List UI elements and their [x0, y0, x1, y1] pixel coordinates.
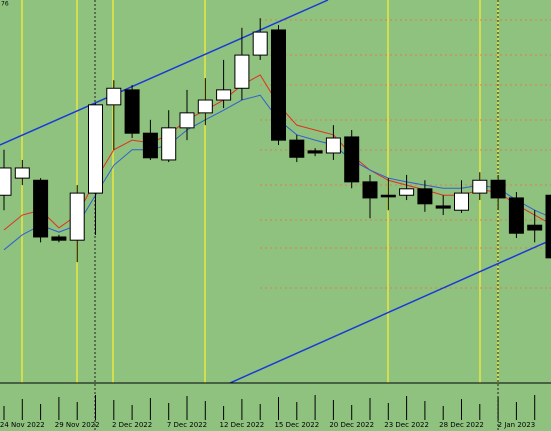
- candle-body: [0, 167, 12, 196]
- x-tick-label: 2 Dec 2022: [112, 421, 152, 429]
- x-tick-label: 2 Jan 2023: [498, 421, 536, 429]
- candle-body: [344, 136, 360, 183]
- corner-label: 76: [1, 1, 9, 8]
- candle-body: [234, 54, 250, 89]
- candle-body: [325, 137, 341, 154]
- candle-body: [289, 139, 305, 158]
- candle-body: [161, 127, 177, 161]
- candle-body: [271, 29, 286, 141]
- candle-body: [88, 104, 103, 194]
- candle-body: [527, 224, 543, 231]
- candle-body: [399, 188, 415, 196]
- candle-body: [490, 179, 506, 199]
- candle-body: [179, 112, 195, 129]
- candle-body: [51, 236, 67, 241]
- candle-body: [362, 181, 378, 199]
- candle-body: [454, 192, 469, 211]
- candle-body: [69, 192, 85, 241]
- trend-line: [229, 239, 551, 384]
- x-tick-label: 7 Dec 2022: [167, 421, 207, 429]
- candle-body: [545, 194, 551, 259]
- candle-body: [380, 194, 396, 198]
- candle-body: [216, 89, 232, 101]
- candle-body: [307, 150, 323, 154]
- candle-body: [508, 197, 524, 234]
- x-tick-label: 29 Nov 2022: [55, 421, 100, 429]
- x-tick-label: 20 Dec 2022: [329, 421, 374, 429]
- candle-body: [472, 179, 488, 194]
- candle-body: [14, 167, 30, 179]
- x-tick-label: 28 Dec 2022: [439, 421, 484, 429]
- candle-body: [435, 205, 451, 209]
- x-tick-label: 12 Dec 2022: [220, 421, 265, 429]
- candle-body: [106, 87, 122, 106]
- candle-body: [197, 99, 213, 114]
- candle-body: [252, 31, 268, 56]
- trend-line: [0, 0, 329, 146]
- x-tick-label: 24 Nov 2022: [0, 421, 45, 429]
- x-tick-label: 15 Dec 2022: [274, 421, 319, 429]
- candle-body: [33, 179, 49, 238]
- candle-body: [142, 132, 158, 159]
- candle-body: [124, 89, 140, 134]
- x-tick-label: 23 Dec 2022: [384, 421, 429, 429]
- candle-body: [417, 188, 433, 205]
